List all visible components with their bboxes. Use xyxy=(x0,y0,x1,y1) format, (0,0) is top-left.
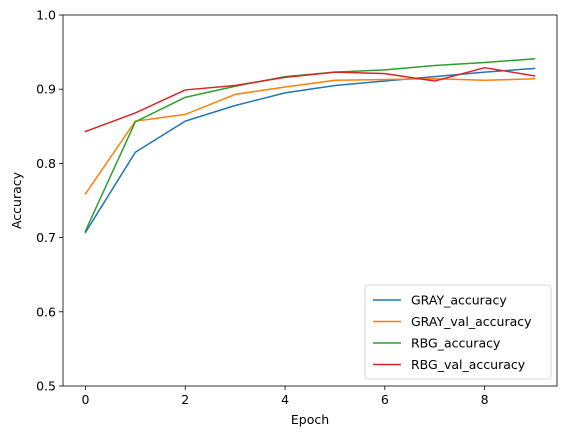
y-tick-label: 0.6 xyxy=(36,304,56,319)
y-axis-title: Accuracy xyxy=(9,171,24,229)
y-tick-label: 0.7 xyxy=(36,230,56,245)
x-axis-title: Epoch xyxy=(291,412,329,427)
y-axis: 0.5 0.6 0.7 0.8 0.9 1.0 xyxy=(36,8,63,394)
x-tick-label: 0 xyxy=(81,392,89,407)
legend: GRAY_accuracy GRAY_val_accuracy RBG_accura… xyxy=(364,284,552,380)
y-tick-label: 0.5 xyxy=(36,379,56,394)
series-line-3 xyxy=(84,66,536,133)
x-tick-label: 4 xyxy=(281,392,289,407)
legend-box xyxy=(364,284,552,380)
legend-label-0: GRAY_accuracy xyxy=(411,293,507,308)
legend-label-2: RBG_accuracy xyxy=(411,336,501,351)
legend-label-3: RBG_val_accuracy xyxy=(411,357,526,372)
plot-frame xyxy=(62,14,558,387)
x-axis: 0 2 4 6 8 xyxy=(81,386,489,407)
x-tick-label: 2 xyxy=(181,392,189,407)
x-tick-label: 6 xyxy=(381,392,389,407)
legend-label-1: GRAY_val_accuracy xyxy=(411,314,532,329)
y-tick-label: 1.0 xyxy=(36,8,56,23)
series-layer xyxy=(84,57,536,234)
x-tick-label: 8 xyxy=(481,392,489,407)
y-tick-label: 0.8 xyxy=(36,156,56,171)
series-line-1 xyxy=(84,78,536,195)
y-tick-label: 0.9 xyxy=(36,82,56,97)
